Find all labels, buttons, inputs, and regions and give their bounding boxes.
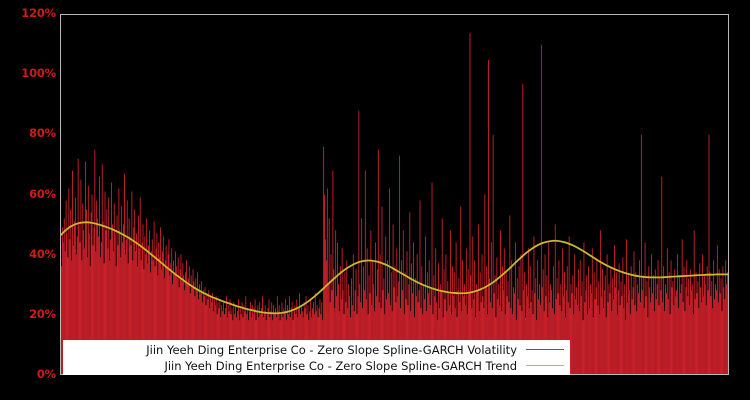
plot-area	[60, 14, 729, 375]
trend-line	[61, 221, 728, 315]
y-axis-label-0: 120%	[21, 6, 56, 20]
legend-item-trend: Jiin Yeeh Ding Enterprise Co - Zero Slop…	[63, 358, 570, 374]
legend-item-volatility: Jiin Yeeh Ding Enterprise Co - Zero Slop…	[63, 342, 570, 358]
y-axis-label-1: 100%	[21, 66, 56, 81]
y-axis-label-2: 80%	[29, 126, 56, 141]
y-axis-tick-labels: 120% 100% 80% 60% 40% 20% 0%	[0, 0, 56, 400]
volatility-series	[61, 32, 728, 374]
legend-swatch-volatility	[526, 349, 564, 350]
chart-legend: Jiin Yeeh Ding Enterprise Co - Zero Slop…	[63, 340, 570, 375]
chart-plot-svg	[61, 32, 728, 374]
legend-label-trend: Jiin Yeeh Ding Enterprise Co - Zero Slop…	[164, 358, 517, 373]
y-axis-label-3: 60%	[29, 186, 56, 201]
legend-swatch-trend	[526, 365, 564, 366]
legend-label-volatility: Jiin Yeeh Ding Enterprise Co - Zero Slop…	[146, 342, 517, 357]
y-axis-label-4: 40%	[29, 246, 56, 261]
y-axis-label-6: 0%	[36, 367, 56, 381]
y-axis-label-5: 20%	[29, 306, 56, 321]
